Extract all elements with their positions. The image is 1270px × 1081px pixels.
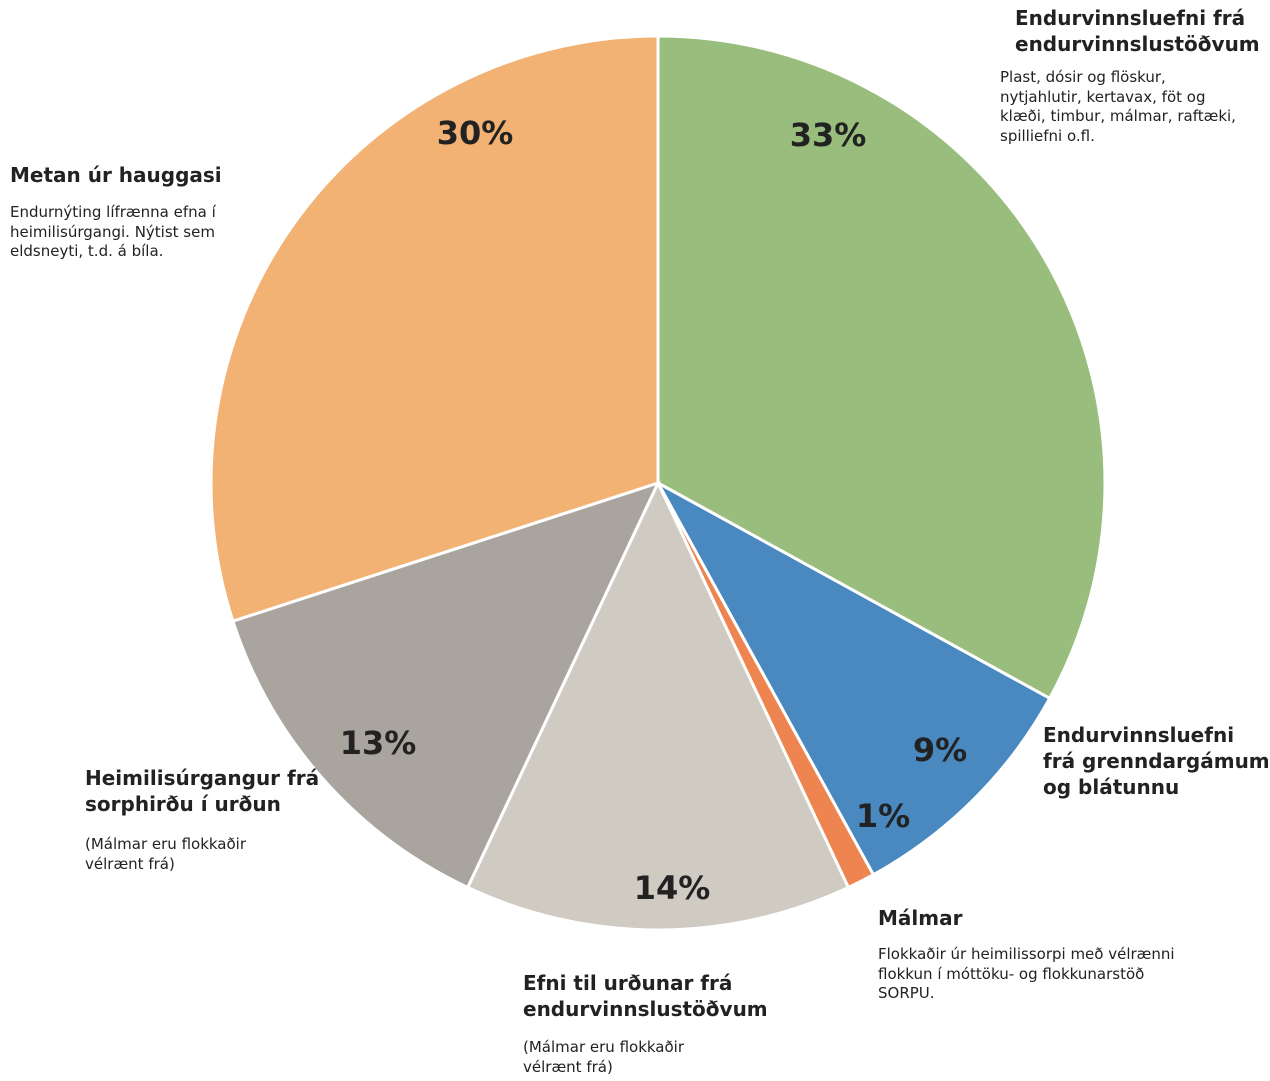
pie-slice [656,34,1107,701]
category-name: Heimilisúrgangur frá sorphirðu í urðun [85,766,320,816]
pie-slice [209,34,660,624]
pie-slice [465,479,851,932]
value-label: 33% [790,116,867,154]
category-description: Endurnýting lífrænna efna í heimilisúrga… [10,203,216,260]
category-name: Metan úr hauggasi [10,163,222,187]
category-description: Plast, dósir og flöskur, nytjahlutir, ke… [1000,68,1236,145]
category-name: Endurvinnsluefni frá grenndargámum og bl… [1043,723,1270,799]
category-name: Málmar [878,906,963,930]
pie-slice [654,479,1052,877]
value-label: 30% [437,114,514,152]
value-label: 13% [340,724,417,762]
category-description: (Málmar eru flokkaðir vélrænt frá) [523,1038,685,1076]
value-label: 9% [913,731,967,769]
category-description: Flokkaðir úr heimilissorpi með vélrænni … [878,945,1175,1002]
category-description: (Málmar eru flokkaðir vélrænt frá) [85,835,247,873]
category-name: Efni til urðunar frá endurvinnslustöðvum [523,971,768,1021]
pie-slice [230,480,661,890]
category-name: Endurvinnsluefni frá endurvinnslustöðvum [1015,6,1260,56]
value-label: 14% [634,869,711,907]
value-label: 1% [856,797,910,835]
